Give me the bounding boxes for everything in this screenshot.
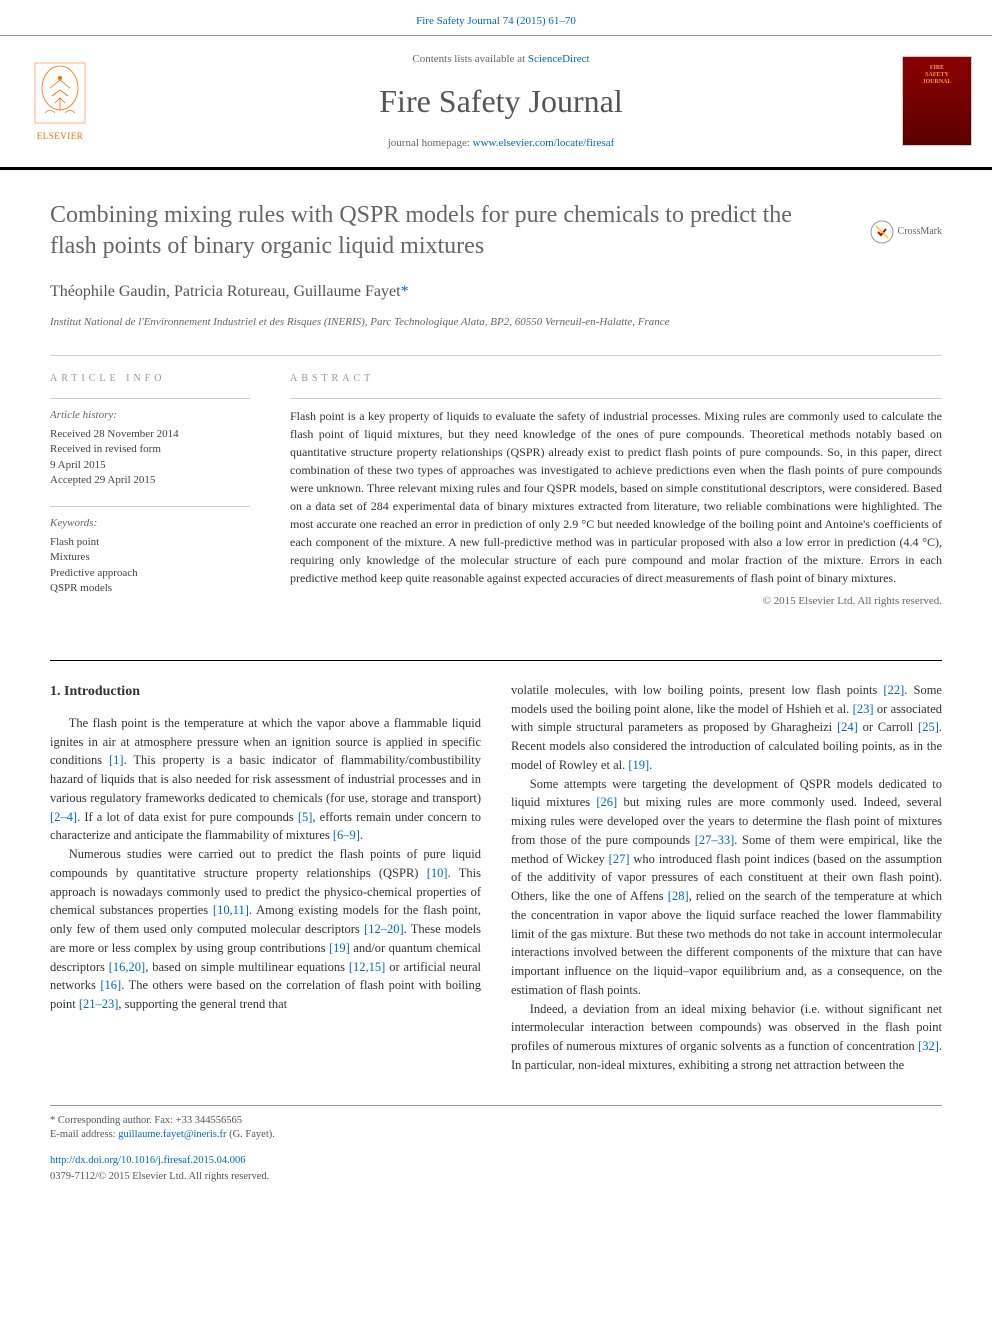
contents-line: Contents lists available at ScienceDirec…: [100, 51, 902, 68]
homepage-line: journal homepage: www.elsevier.com/locat…: [100, 135, 902, 152]
cover-title-3: JOURNAL: [922, 79, 951, 86]
article-info-col: ARTICLE INFO Article history: Received 2…: [50, 371, 250, 610]
citation-link[interactable]: [16]: [100, 978, 121, 992]
body-paragraph: Some attempts were targeting the develop…: [511, 775, 942, 1000]
doi-line: http://dx.doi.org/10.1016/j.firesaf.2015…: [50, 1153, 942, 1169]
sciencedirect-link[interactable]: ScienceDirect: [528, 53, 590, 65]
journal-name: Fire Safety Journal: [100, 77, 902, 125]
journal-cover-thumb: FIRE SAFETY JOURNAL: [902, 56, 972, 146]
article-header-area: Combining mixing rules with QSPR models …: [0, 170, 992, 630]
body-paragraph: volatile molecules, with low boiling poi…: [511, 681, 942, 775]
citation-link[interactable]: [25]: [918, 720, 939, 734]
citation-link[interactable]: [27–33]: [695, 833, 735, 847]
cover-title-1: FIRE: [930, 65, 944, 72]
doi-link[interactable]: http://dx.doi.org/10.1016/j.firesaf.2015…: [50, 1155, 246, 1166]
citation-link[interactable]: [10,11]: [213, 903, 249, 917]
cover-title-2: SAFETY: [925, 72, 949, 79]
citation-link[interactable]: [23]: [853, 702, 874, 716]
authors-names: Théophile Gaudin, Patricia Rotureau, Gui…: [50, 283, 401, 300]
keywords-label: Keywords:: [50, 515, 250, 532]
body-paragraph: Numerous studies were carried out to pre…: [50, 845, 481, 1014]
keyword-item: Flash point: [50, 535, 250, 550]
citation-link[interactable]: [32]: [918, 1039, 939, 1053]
history-label: Article history:: [50, 407, 250, 424]
info-abstract-row: ARTICLE INFO Article history: Received 2…: [50, 355, 942, 610]
citation-link[interactable]: [12,15]: [349, 960, 385, 974]
body-columns: 1. Introduction The flash point is the t…: [0, 661, 992, 1095]
issn-line: 0379-7112/© 2015 Elsevier Ltd. All right…: [50, 1169, 942, 1185]
history-item: Accepted 29 April 2015: [50, 473, 250, 488]
email-label: E-mail address:: [50, 1129, 118, 1140]
citation-link[interactable]: [5]: [298, 810, 313, 824]
abstract-label: ABSTRACT: [290, 371, 942, 386]
body-col-right: volatile molecules, with low boiling poi…: [511, 681, 942, 1075]
keyword-item: Mixtures: [50, 550, 250, 565]
intro-heading: 1. Introduction: [50, 681, 481, 702]
citation-link[interactable]: [26]: [596, 795, 617, 809]
affiliation: Institut National de l'Environnement Ind…: [50, 314, 942, 331]
crossmark-icon: [870, 220, 894, 244]
article-info-label: ARTICLE INFO: [50, 371, 250, 386]
author-list: Théophile Gaudin, Patricia Rotureau, Gui…: [50, 280, 942, 304]
abstract-text: Flash point is a key property of liquids…: [290, 398, 942, 587]
body-paragraph: The flash point is the temperature at wh…: [50, 714, 481, 845]
citation-link[interactable]: [28]: [668, 889, 689, 903]
history-block: Article history: Received 28 November 20…: [50, 398, 250, 488]
body-paragraph: Indeed, a deviation from an ideal mixing…: [511, 1000, 942, 1075]
header-center: Contents lists available at ScienceDirec…: [100, 51, 902, 152]
article-title: Combining mixing rules with QSPR models …: [50, 200, 942, 262]
footer-area: * Corresponding author. Fax: +33 3445565…: [50, 1105, 942, 1193]
header-citation-bar: Fire Safety Journal 74 (2015) 61–70: [0, 0, 992, 35]
citation-link[interactable]: [19]: [329, 941, 350, 955]
homepage-link[interactable]: www.elsevier.com/locate/firesaf: [473, 137, 615, 149]
abstract-copyright: © 2015 Elsevier Ltd. All rights reserved…: [290, 593, 942, 610]
email-footnote: E-mail address: guillaume.fayet@ineris.f…: [50, 1128, 942, 1143]
citation-link[interactable]: [6–9]: [333, 828, 360, 842]
corresponding-marker: *: [401, 283, 409, 300]
crossmark-badge[interactable]: CrossMark: [870, 220, 942, 244]
citation-link[interactable]: [1]: [109, 753, 124, 767]
publisher-name: ELSEVIER: [37, 130, 84, 144]
homepage-prefix: journal homepage:: [388, 137, 473, 149]
history-item: 9 April 2015: [50, 458, 250, 473]
citation-link[interactable]: [19]: [628, 758, 649, 772]
email-link[interactable]: guillaume.fayet@ineris.fr: [118, 1129, 226, 1140]
publisher-logo: ELSEVIER: [20, 58, 100, 144]
citation-link[interactable]: [21–23]: [79, 997, 119, 1011]
keywords-block: Keywords: Flash point Mixtures Predictiv…: [50, 506, 250, 596]
citation-link[interactable]: [22]: [883, 683, 904, 697]
history-item: Received 28 November 2014: [50, 427, 250, 442]
journal-header: ELSEVIER Contents lists available at Sci…: [0, 35, 992, 170]
citation-link[interactable]: [12–20]: [364, 922, 404, 936]
keyword-item: QSPR models: [50, 581, 250, 596]
corresponding-footnote: * Corresponding author. Fax: +33 3445565…: [50, 1114, 942, 1129]
history-item: Received in revised form: [50, 442, 250, 457]
citation-link[interactable]: [24]: [837, 720, 858, 734]
citation-link[interactable]: [2–4]: [50, 810, 77, 824]
citation-link[interactable]: [27]: [609, 852, 630, 866]
citation-link[interactable]: [10]: [427, 866, 448, 880]
crossmark-label: CrossMark: [898, 224, 942, 239]
email-suffix: (G. Fayet).: [226, 1129, 274, 1140]
citation-link[interactable]: Fire Safety Journal 74 (2015) 61–70: [416, 15, 576, 27]
elsevier-tree-icon: [30, 58, 90, 128]
keyword-item: Predictive approach: [50, 566, 250, 581]
citation-link[interactable]: [16,20]: [109, 960, 145, 974]
body-col-left: 1. Introduction The flash point is the t…: [50, 681, 481, 1075]
contents-prefix: Contents lists available at: [412, 53, 527, 65]
abstract-col: ABSTRACT Flash point is a key property o…: [290, 371, 942, 610]
